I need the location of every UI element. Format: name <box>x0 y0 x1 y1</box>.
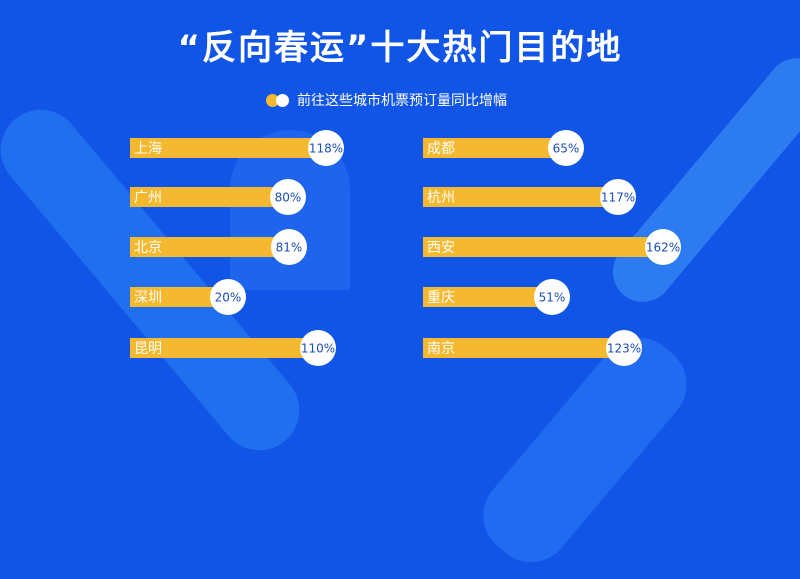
value-bubble <box>300 330 336 366</box>
bar <box>423 338 624 358</box>
category-label: 西安 <box>427 240 455 256</box>
bar <box>130 138 326 158</box>
category-label: 成都 <box>427 141 455 157</box>
category-label: 上海 <box>134 141 162 157</box>
bar <box>423 138 566 158</box>
value-bubble <box>270 179 306 215</box>
category-label: 重庆 <box>427 290 455 306</box>
value-bubble <box>534 279 570 315</box>
value-bubble <box>606 330 642 366</box>
value-bubble <box>600 179 636 215</box>
value-bubble <box>210 279 246 315</box>
category-label: 北京 <box>134 240 162 256</box>
bar <box>130 187 288 207</box>
bar-chart: 上海 118% 广州 80% 北京 81% 深圳 20% 昆明 110% 成都 65% 杭州 117% 西安… <box>130 130 681 366</box>
bar <box>423 287 552 307</box>
legend: 前往这些城市机票预订量同比增幅 <box>266 90 507 110</box>
category-label: 广州 <box>134 190 162 206</box>
data-label: 110% <box>301 342 335 356</box>
value-bubble <box>308 130 344 166</box>
category-label: 南京 <box>427 341 455 357</box>
bar <box>130 287 228 307</box>
chart-title: “反向春运”十大热门目的地 <box>177 28 623 68</box>
category-label: 深圳 <box>134 290 162 306</box>
legend-dot-icon <box>266 93 279 107</box>
data-label: 117% <box>601 191 635 205</box>
value-bubble <box>645 229 681 265</box>
category-label: 杭州 <box>427 190 455 206</box>
bar <box>423 187 618 207</box>
data-label: 118% <box>309 142 343 156</box>
legend-label: 前往这些城市机票预订量同比增幅 <box>297 93 507 109</box>
data-label: 51% <box>539 291 566 305</box>
value-bubble <box>548 130 584 166</box>
data-label: 80% <box>275 191 302 205</box>
data-label: 20% <box>215 291 242 305</box>
category-label: 昆明 <box>134 341 162 357</box>
data-label: 123% <box>607 342 641 356</box>
value-bubble <box>271 229 307 265</box>
bar <box>423 237 663 257</box>
data-label: 81% <box>276 241 303 255</box>
data-label: 65% <box>553 142 580 156</box>
bar <box>130 338 318 358</box>
data-label: 162% <box>646 241 680 255</box>
legend-dot-icon <box>276 93 289 107</box>
bar <box>130 237 289 257</box>
